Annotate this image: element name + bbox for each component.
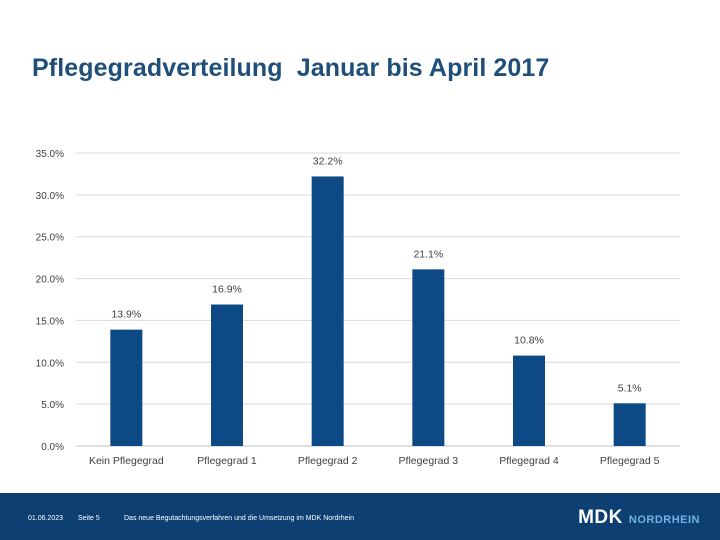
bar-chart: 0.0% 5.0% 10.0% 15.0% 20.0% 25.0% 30.0% 35.0% 13… [36, 149, 680, 467]
mdk-logo: MDK NORDRHEIN [578, 507, 700, 529]
x-tick-label: Pflegegrad 5 [600, 455, 660, 467]
y-tick-label: 25.0% [36, 233, 64, 244]
x-tick-label: Pflegegrad 2 [298, 455, 358, 467]
footer-date: 01.06.2023 [28, 515, 64, 522]
data-label: 13.9% [111, 309, 141, 321]
bar [412, 269, 445, 446]
footer-page-number: Seite 5 [78, 515, 100, 522]
data-label: 32.2% [313, 155, 343, 167]
y-tick-label: 10.0% [36, 358, 64, 369]
x-tick-label: Pflegegrad 4 [499, 455, 559, 467]
bar [311, 176, 344, 446]
bar [211, 304, 243, 446]
bar [110, 329, 143, 446]
slide-title: Pflegegradverteilung Januar bis April 20… [32, 54, 550, 82]
bar [513, 355, 545, 446]
bar [613, 403, 646, 446]
y-tick-label: 5.0% [41, 400, 64, 411]
data-label: 5.1% [618, 382, 642, 394]
logo-main-text: MDK [578, 507, 623, 528]
x-tick-label: Pflegegrad 1 [197, 455, 257, 467]
data-label: 16.9% [212, 284, 242, 296]
x-tick-label: Kein Pflegegrad [89, 455, 164, 467]
y-tick-label: 20.0% [36, 275, 64, 286]
y-tick-label: 15.0% [36, 316, 64, 327]
footer-bar: 01.06.2023 Seite 5 Das neue Begutachtung… [0, 493, 720, 540]
footer-description: Das neue Begutachtungsverfahren und die … [124, 515, 354, 522]
y-tick-label: 35.0% [36, 149, 64, 160]
y-tick-label: 0.0% [41, 442, 64, 453]
x-tick-label: Pflegegrad 3 [399, 455, 459, 467]
y-tick-label: 30.0% [36, 191, 64, 202]
data-label: 10.8% [514, 335, 544, 347]
data-label: 21.1% [413, 248, 443, 260]
logo-sub-text: NORDRHEIN [628, 514, 700, 526]
